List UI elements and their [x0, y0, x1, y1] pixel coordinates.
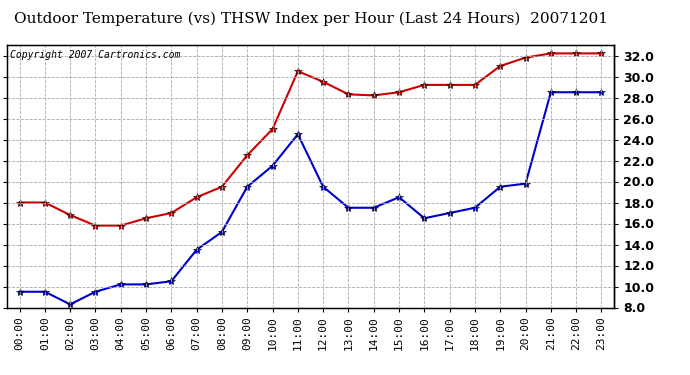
Text: Outdoor Temperature (vs) THSW Index per Hour (Last 24 Hours)  20071201: Outdoor Temperature (vs) THSW Index per …: [14, 11, 607, 26]
Text: Copyright 2007 Cartronics.com: Copyright 2007 Cartronics.com: [10, 50, 180, 60]
